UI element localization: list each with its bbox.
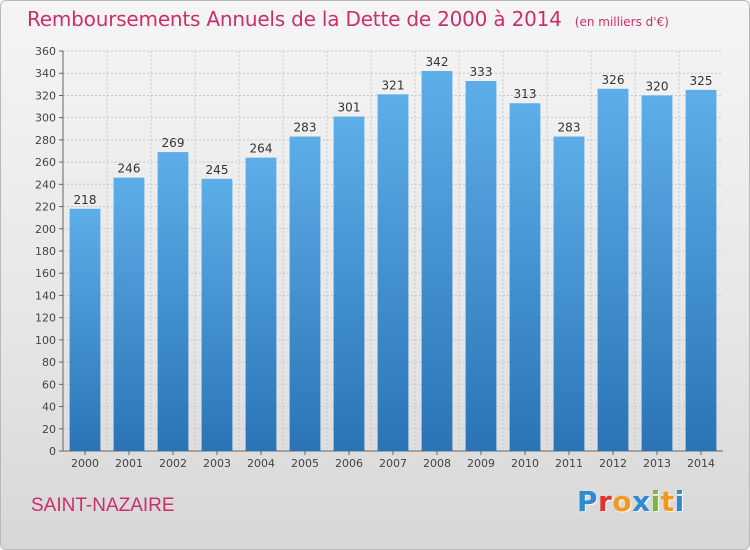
bar-2005[interactable] xyxy=(289,136,321,452)
y-tick-label: 280 xyxy=(35,134,56,147)
x-tick-labels: 2000 2001 2002 2003 2004 2005 2006 2007 2008 2009… xyxy=(71,457,715,470)
x-tick-label: 2004 xyxy=(247,457,275,470)
y-tick-label: 120 xyxy=(35,312,56,325)
logo-letter: t xyxy=(660,485,675,518)
logo-letter: i xyxy=(674,485,685,518)
x-tick-label: 2013 xyxy=(643,457,671,470)
y-tick-label: 160 xyxy=(35,267,56,280)
proxiti-logo[interactable]: Proxiti xyxy=(577,485,685,518)
value-label: 245 xyxy=(206,163,229,177)
x-tick-label: 2009 xyxy=(467,457,495,470)
y-tick-label: 240 xyxy=(35,178,56,191)
bar-2010[interactable] xyxy=(509,103,541,451)
chart-header: Remboursements Annuels de la Dette de 20… xyxy=(27,7,669,31)
bar-2009[interactable] xyxy=(465,81,497,451)
x-tick-label: 2006 xyxy=(335,457,363,470)
bars xyxy=(69,71,717,452)
bar-2008[interactable] xyxy=(421,71,453,451)
y-tick-label: 0 xyxy=(49,445,56,458)
y-tick-label: 180 xyxy=(35,245,56,258)
value-label: 313 xyxy=(514,87,537,101)
bar-2012[interactable] xyxy=(597,88,629,452)
logo-letter: o xyxy=(612,485,633,518)
y-tick-label: 320 xyxy=(35,89,56,102)
logo-letter: x xyxy=(632,485,651,518)
chart-unit: (en milliers d'€) xyxy=(574,15,669,29)
bar-2006[interactable] xyxy=(333,116,365,452)
logo-letter: r xyxy=(598,485,613,518)
bar-2003[interactable] xyxy=(201,178,233,451)
value-label: 283 xyxy=(558,121,581,135)
city-name: SAINT-NAZAIRE xyxy=(31,495,175,516)
value-label: 342 xyxy=(426,55,449,69)
y-tick-label: 40 xyxy=(42,401,56,414)
bar-2013[interactable] xyxy=(641,95,673,451)
bar-2001[interactable] xyxy=(113,177,145,451)
value-label: 246 xyxy=(118,162,141,176)
y-tick-label: 300 xyxy=(35,112,56,125)
value-label: 321 xyxy=(382,78,405,92)
value-label: 283 xyxy=(294,121,317,135)
x-tick-label: 2001 xyxy=(115,457,143,470)
x-tick-label: 2008 xyxy=(423,457,451,470)
x-tick-label: 2010 xyxy=(511,457,539,470)
x-tick-label: 2000 xyxy=(71,457,99,470)
y-tick-label: 100 xyxy=(35,334,56,347)
y-tick-label: 20 xyxy=(42,423,56,436)
bar-2002[interactable] xyxy=(157,152,189,451)
y-tick-label: 260 xyxy=(35,156,56,169)
logo-letter: i xyxy=(650,485,661,518)
bar-2000[interactable] xyxy=(69,208,101,451)
x-tick-label: 2002 xyxy=(159,457,187,470)
y-tick-labels: 0 20 40 60 80 100 120 140 160 180 200 220 240 260 280 3… xyxy=(35,45,56,458)
value-label: 218 xyxy=(74,193,97,207)
value-label: 301 xyxy=(338,101,361,115)
value-label: 326 xyxy=(602,73,625,87)
chart-title: Remboursements Annuels de la Dette de 20… xyxy=(27,7,562,31)
x-tick-label: 2012 xyxy=(599,457,627,470)
y-tick-label: 80 xyxy=(42,356,56,369)
value-label: 264 xyxy=(250,142,273,156)
value-label: 325 xyxy=(690,74,713,88)
value-label: 269 xyxy=(162,136,185,150)
x-tick-label: 2007 xyxy=(379,457,407,470)
y-tick-label: 220 xyxy=(35,201,56,214)
x-tick-label: 2003 xyxy=(203,457,231,470)
y-tick-label: 60 xyxy=(42,378,56,391)
x-tick-label: 2005 xyxy=(291,457,319,470)
y-tick-label: 340 xyxy=(35,67,56,80)
logo-letter: P xyxy=(577,485,599,518)
value-labels: 218 246 269 245 264 283 301 321 342 333 313 283 326 3… xyxy=(74,55,713,207)
y-tick-label: 360 xyxy=(35,45,56,58)
y-tick-label: 200 xyxy=(35,223,56,236)
y-tick-label: 140 xyxy=(35,289,56,302)
bar-2011[interactable] xyxy=(553,136,585,452)
bar-2004[interactable] xyxy=(245,157,277,451)
bar-2007[interactable] xyxy=(377,94,409,451)
x-tick-label: 2011 xyxy=(555,457,583,470)
value-label: 333 xyxy=(470,65,493,79)
bar-2014[interactable] xyxy=(685,89,717,451)
value-label: 320 xyxy=(646,79,669,93)
x-tick-label: 2014 xyxy=(687,457,715,470)
